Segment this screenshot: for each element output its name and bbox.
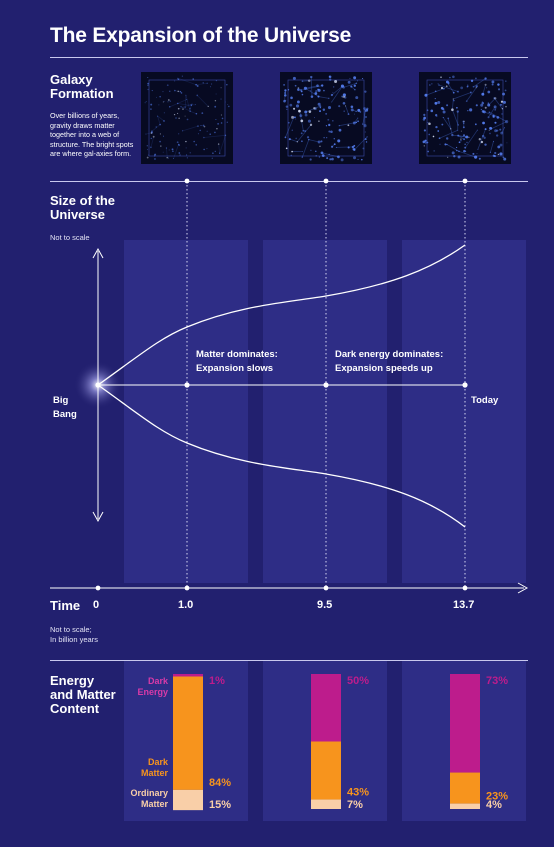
- big-bang-label: Big Bang: [53, 395, 77, 420]
- era-column-1: [124, 240, 248, 583]
- guide-dot: [323, 178, 329, 184]
- matter-annotation-line-1: Matter dominates:: [196, 349, 278, 360]
- time-note-line-2: In billion years: [50, 634, 98, 644]
- time-heading: Time: [50, 598, 81, 613]
- big-bang-dot: [95, 382, 101, 388]
- time-note-line-1: Not to scale;: [50, 625, 92, 634]
- bar-segment-ordinary-matter: [173, 789, 203, 811]
- bar-segment-dark-energy: [173, 674, 203, 677]
- pct-label: 15%: [209, 799, 231, 811]
- galaxy-image-middle: [280, 72, 372, 164]
- galaxy-description: Over billions of years, gravity draws ma…: [50, 111, 134, 159]
- time-tick-dot: [323, 585, 329, 591]
- center-dot: [184, 382, 190, 388]
- pct-label: 23%: [486, 791, 508, 803]
- dark-annotation-line-2: Expansion speeds up: [335, 363, 433, 374]
- dark-annotation-line-1: Dark energy dominates:: [335, 349, 444, 360]
- pct-label: 50%: [347, 675, 369, 687]
- time-tick-label: 0: [93, 599, 100, 611]
- expansion-curve-upper: [97, 244, 466, 386]
- dark-energy-annotation: Dark energy dominates: Expansion speeds …: [335, 348, 443, 376]
- size-note: Not to scale: [50, 233, 90, 242]
- energy-heading: Energy and Matter Content: [50, 673, 116, 716]
- page-title: The Expansion of the Universe: [50, 24, 352, 47]
- time-note: Not to scale; In billion years: [50, 625, 98, 644]
- center-dot: [323, 382, 329, 388]
- dark-energy-label: Dark Energy: [137, 676, 168, 697]
- bar-segment-dark-matter: [311, 741, 341, 800]
- size-heading: Size of the Universe: [50, 193, 116, 222]
- time-tick-label: 13.7: [453, 599, 475, 611]
- matter-annotation: Matter dominates: Expansion slows: [196, 348, 278, 376]
- era-column-2: [263, 240, 387, 583]
- pct-label: 7%: [347, 799, 363, 811]
- time-arrow-head: [517, 582, 529, 594]
- pct-label: 1%: [209, 675, 225, 687]
- pct-label: 84%: [209, 777, 231, 789]
- matter-annotation-line-2: Expansion slows: [196, 363, 274, 374]
- today-label: Today: [471, 395, 499, 406]
- bar-segment-dark-energy: [311, 674, 341, 742]
- center-dot: [462, 382, 468, 388]
- bar-segment-dark-matter: [450, 772, 480, 804]
- expansion-curve-lower: [97, 384, 466, 528]
- bar-segment-dark-matter: [173, 676, 203, 790]
- galaxy-image-today: [419, 72, 511, 164]
- time-tick-label: 9.5: [317, 599, 333, 611]
- ordinary-matter-label: Ordinary Matter: [130, 788, 168, 809]
- arrow-head-up: [92, 247, 104, 259]
- energy-chart: 1% 84% 15% 50% 43%7% 73% 23%4%: [173, 674, 508, 811]
- energy-divider: [50, 660, 528, 661]
- title-divider: [50, 57, 528, 58]
- time-tick-dot: [462, 585, 468, 591]
- bar-segment-dark-energy: [450, 674, 480, 773]
- expansion-diagram: [50, 178, 529, 594]
- time-tick-label: 1.0: [178, 599, 194, 611]
- arrow-head-down: [92, 511, 104, 523]
- pct-label: 4%: [486, 799, 502, 811]
- pct-label: 73%: [486, 675, 508, 687]
- galaxy-heading: Galaxy Formation: [50, 72, 114, 101]
- size-divider: [50, 181, 528, 182]
- bar-segment-ordinary-matter: [311, 799, 341, 809]
- dark-matter-label: Dark Matter: [140, 757, 168, 778]
- guide-dot: [462, 178, 468, 184]
- time-tick-dot: [184, 585, 190, 591]
- bar-segment-ordinary-matter: [450, 803, 480, 809]
- time-tick-dot: [95, 585, 101, 591]
- guide-dot: [184, 178, 190, 184]
- galaxy-image-early: [141, 72, 233, 164]
- pct-label: 43%: [347, 787, 369, 799]
